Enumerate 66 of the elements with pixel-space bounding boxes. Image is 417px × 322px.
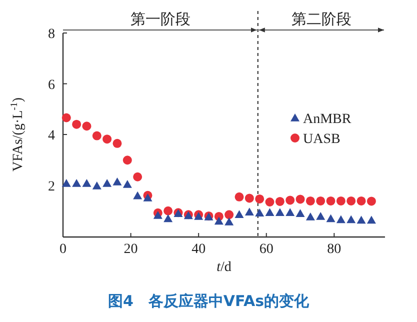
x-tick-label: 20 [124,242,138,257]
point [72,120,82,129]
point [82,178,92,187]
point [72,178,82,187]
point [255,208,264,217]
x-tick-label: 40 [192,242,206,257]
point [244,208,254,216]
point [346,215,356,224]
point [366,216,376,224]
point [153,210,162,219]
point [336,196,346,206]
legend-label: AnMBR [303,112,352,127]
point [255,194,264,204]
point [92,182,102,190]
point [286,196,295,205]
x-axis-title: t/d [216,260,232,275]
point [346,196,356,206]
point [316,196,326,206]
point [296,209,305,218]
point [102,134,112,144]
point [275,196,284,206]
point [244,194,254,203]
point [286,208,295,216]
point [214,216,224,225]
y-tick-label: 2 [48,179,55,194]
point [102,178,112,187]
point [122,180,132,188]
point [265,208,274,216]
point [275,208,284,216]
point [224,218,234,226]
point [62,178,71,187]
point [265,197,274,206]
point [92,131,102,140]
text: 第一阶段 [130,10,190,28]
point [306,212,315,220]
point [366,196,376,206]
point [356,196,366,206]
x-tick-label: 80 [327,242,342,257]
y-tick-label: 6 [48,78,55,93]
y-tick-label: 4 [48,128,55,144]
point [234,210,244,218]
point [336,215,346,224]
point [112,138,122,148]
x-tick-label: 0 [60,242,66,257]
x-tick-label: 60 [259,242,274,257]
point [133,172,142,182]
point [356,216,366,224]
point [296,194,305,204]
y-tick-label: 8 [48,27,55,42]
point [306,196,315,206]
point [316,212,326,220]
point [112,177,122,186]
point [143,193,152,202]
point [82,122,92,131]
point [326,214,336,222]
point [133,191,142,200]
point [122,156,132,165]
text: 第二阶段 [291,10,352,28]
point [326,196,336,206]
text: 图4 各反应器中VFAs的变化 [108,292,310,310]
point [164,214,173,222]
point [62,113,71,122]
point [164,206,173,216]
point [234,192,244,202]
point [224,210,234,220]
legend-label: UASB [303,132,340,147]
